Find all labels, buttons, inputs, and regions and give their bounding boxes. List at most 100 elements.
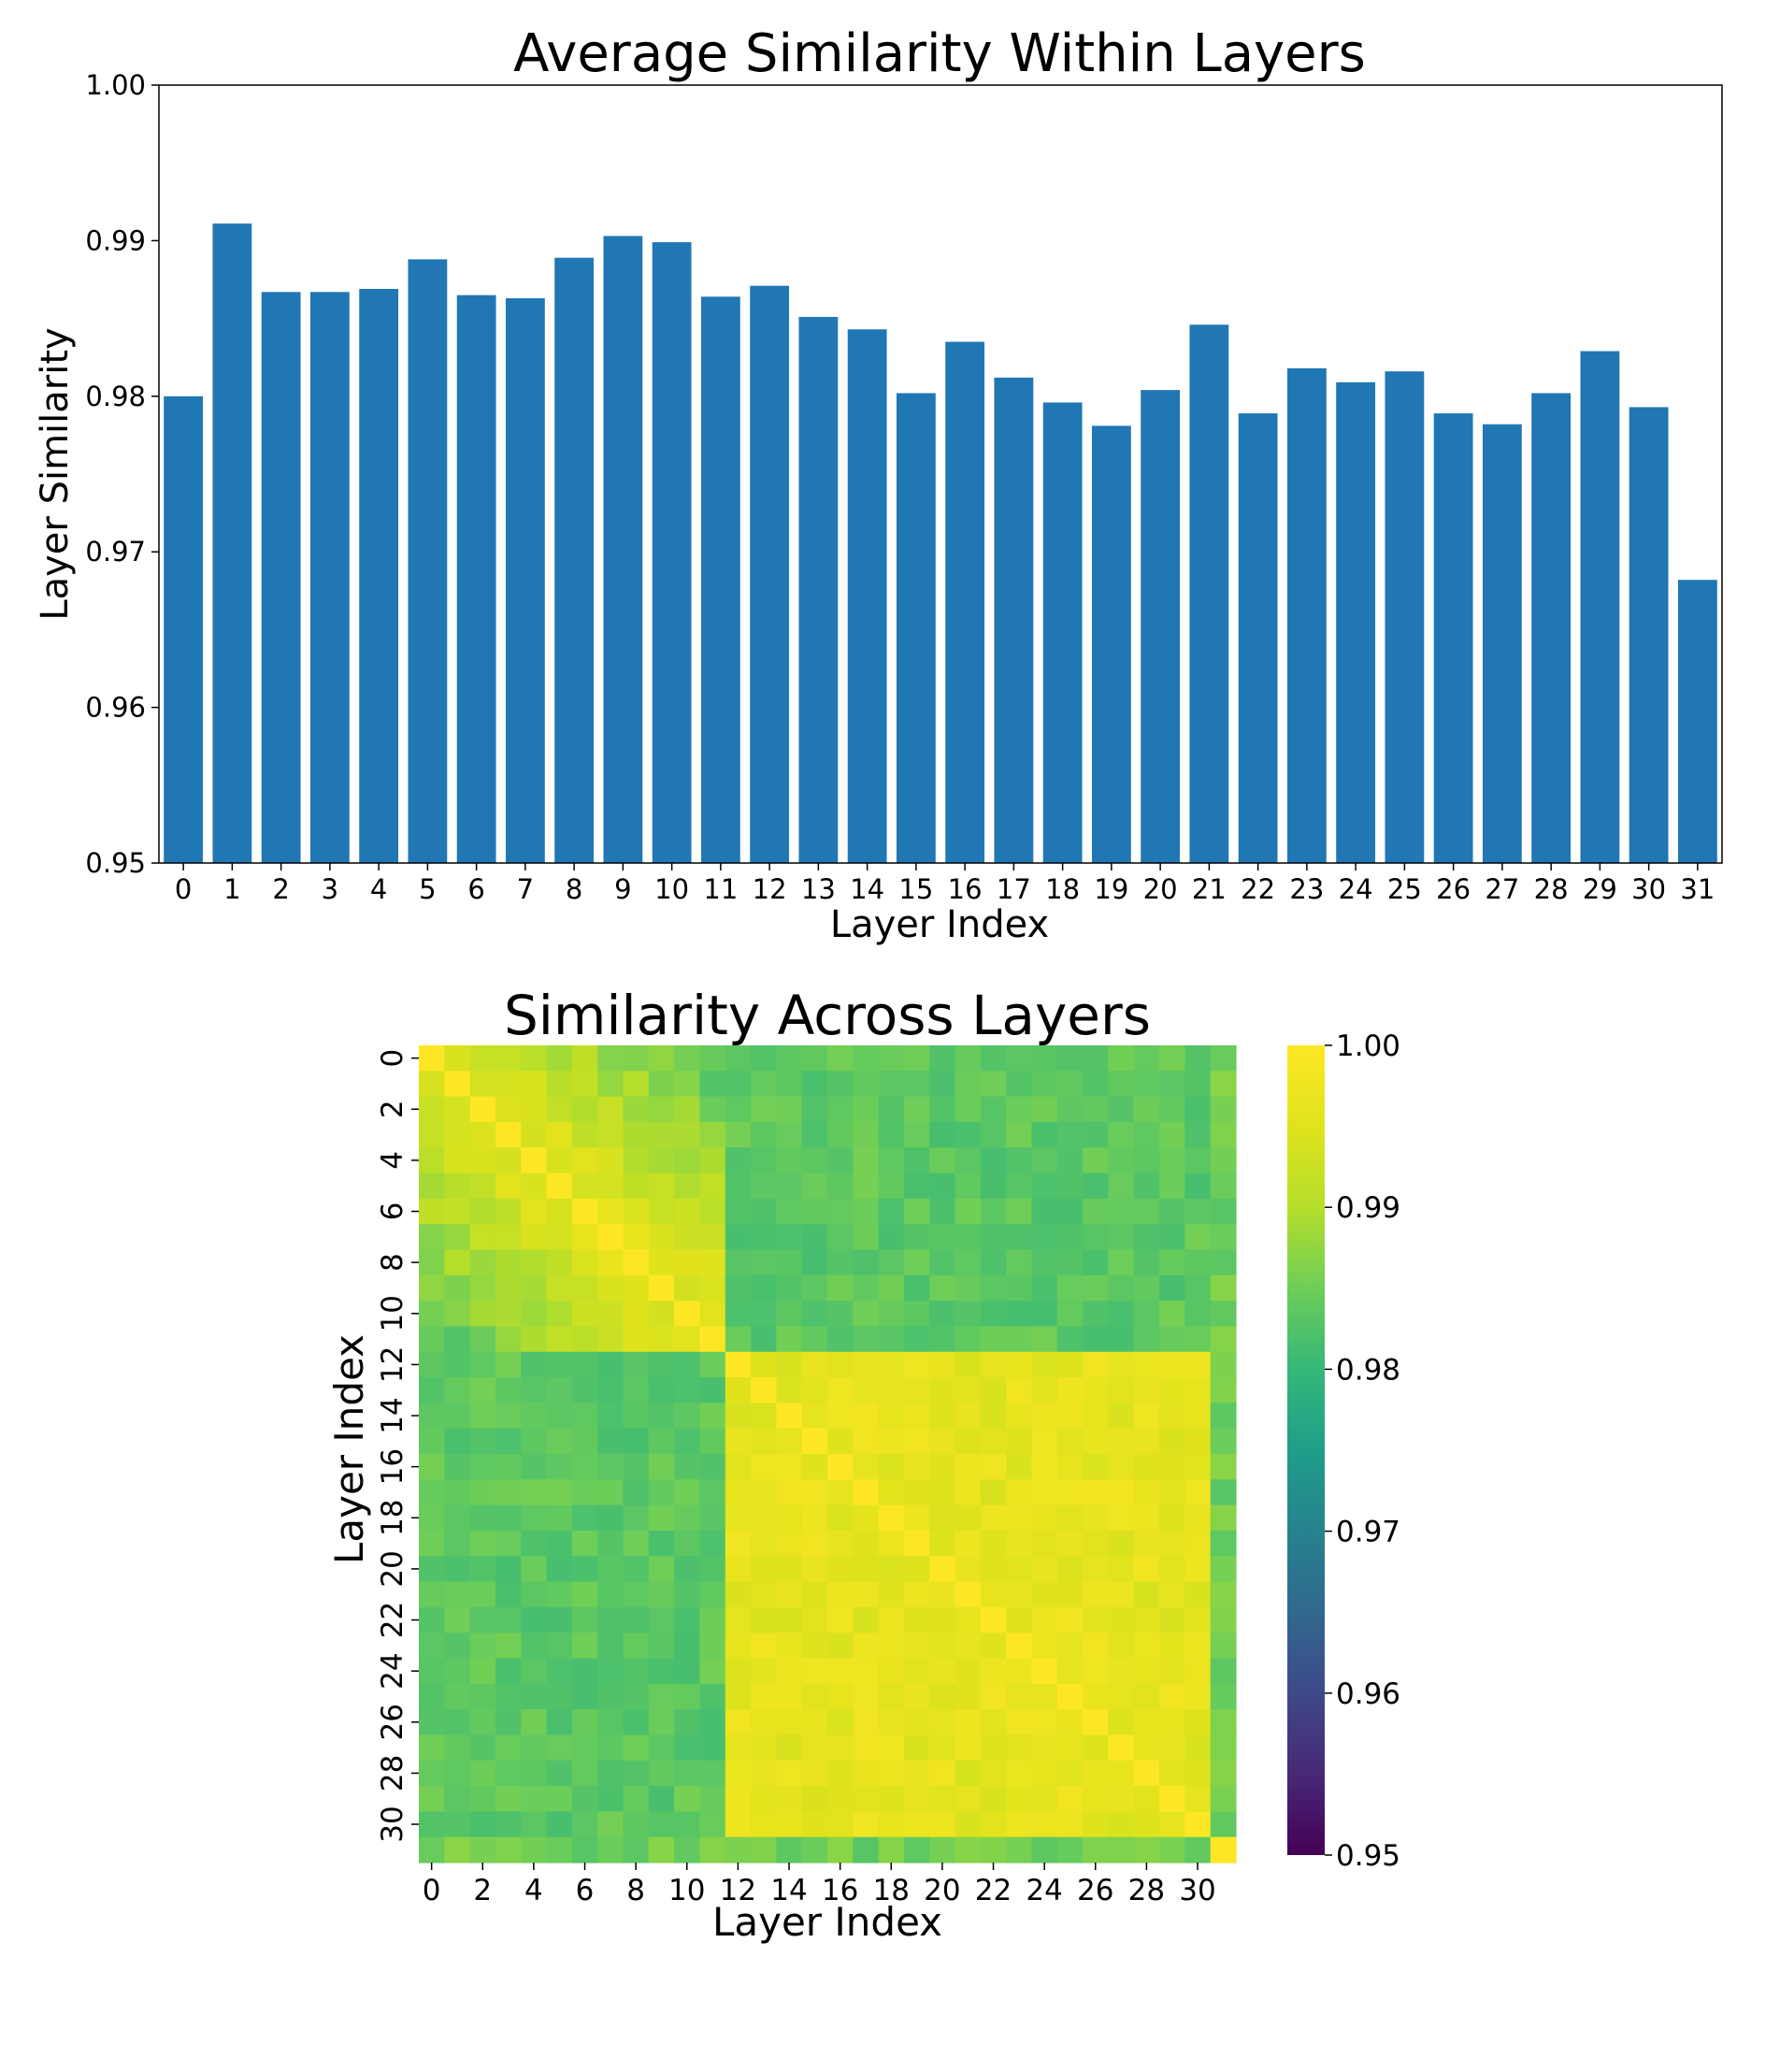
heatmap-cell	[827, 1274, 854, 1302]
heatmap-cell	[776, 1658, 803, 1685]
heatmap-cell	[521, 1556, 548, 1583]
bar-chart-title: Average Similarity Within Layers	[513, 23, 1366, 84]
bar-x-tick-label: 31	[1680, 873, 1715, 905]
heatmap-cell	[699, 1428, 726, 1455]
heatmap-cell	[903, 1683, 930, 1710]
heatmap-cell	[955, 1709, 982, 1736]
heatmap-cell	[674, 1096, 701, 1123]
heatmap-cell	[469, 1530, 496, 1557]
heatmap-cell	[699, 1658, 726, 1685]
bar-y-tick-label: 0.97	[85, 536, 146, 568]
heatmap-cell	[597, 1147, 624, 1174]
heatmap-cell	[1056, 1326, 1084, 1353]
heatmap-cell	[1133, 1504, 1160, 1532]
heatmap-cell	[929, 1326, 956, 1353]
heatmap-cell	[699, 1633, 726, 1660]
heatmap-cell	[1210, 1836, 1237, 1863]
heatmap-y-axis-label: Layer Index	[326, 1334, 372, 1564]
heatmap-cell	[903, 1326, 930, 1353]
heatmap-cell	[1031, 1301, 1058, 1328]
heatmap-cell	[571, 1045, 598, 1072]
heatmap-cell	[1184, 1479, 1212, 1506]
heatmap-cell	[444, 1811, 471, 1838]
heatmap-cell	[648, 1173, 675, 1200]
heatmap-cell	[801, 1071, 828, 1098]
heatmap-cell	[521, 1224, 548, 1251]
colorbar-tick-label: 0.95	[1336, 1839, 1400, 1873]
heatmap-cell	[929, 1734, 956, 1762]
heatmap-cell	[1006, 1351, 1033, 1378]
heatmap-cell	[521, 1377, 548, 1403]
heatmap-cell	[597, 1121, 624, 1148]
heatmap-cell	[980, 1556, 1007, 1583]
heatmap-cell	[980, 1274, 1007, 1302]
heatmap-cell	[648, 1504, 675, 1532]
heatmap-cell	[1210, 1658, 1237, 1685]
heatmap-cell	[1133, 1071, 1160, 1098]
colorbar-tick-label: 1.00	[1336, 1029, 1400, 1063]
bar-20	[1141, 390, 1181, 863]
heatmap-cell	[419, 1633, 445, 1660]
bar-27	[1482, 424, 1522, 863]
heatmap-cell	[751, 1709, 777, 1736]
heatmap-cell	[801, 1173, 828, 1200]
heatmap-cell	[980, 1071, 1007, 1098]
heatmap-cell	[725, 1249, 752, 1276]
heatmap-cell	[444, 1556, 471, 1583]
heatmap-cell	[1006, 1403, 1033, 1430]
bar-11	[700, 296, 740, 863]
bar-y-ticks: 0.95 0.96 0.97 0.98 0.99 1.00	[85, 69, 159, 879]
heatmap-cell	[1006, 1504, 1033, 1532]
heatmap-x-tick-label: 26	[1077, 1874, 1113, 1907]
heatmap-cell	[597, 1479, 624, 1506]
heatmap-cell	[597, 1530, 624, 1557]
heatmap-cell	[469, 1428, 496, 1455]
heatmap-cell	[1133, 1121, 1160, 1148]
heatmap-cell	[776, 1760, 803, 1787]
heatmap-cell	[1210, 1301, 1237, 1328]
heatmap-cell	[955, 1071, 982, 1098]
heatmap-cell	[623, 1377, 650, 1403]
heatmap-cell	[674, 1377, 701, 1403]
heatmap-cell	[929, 1428, 956, 1455]
heatmap-cell	[521, 1836, 548, 1863]
heatmap-cell	[419, 1658, 445, 1685]
heatmap-cell	[444, 1683, 471, 1710]
heatmap-cell	[853, 1173, 880, 1200]
heatmap-cell	[674, 1173, 701, 1200]
heatmap-cell	[955, 1760, 982, 1787]
heatmap-cell	[955, 1224, 982, 1251]
heatmap-cell	[1108, 1326, 1135, 1353]
heatmap-cell	[521, 1581, 548, 1608]
heatmap-cell	[827, 1249, 854, 1276]
heatmap-cell	[597, 1581, 624, 1608]
heatmap-x-tick-label: 12	[720, 1874, 756, 1907]
heatmap-cell	[878, 1606, 905, 1633]
heatmap-cell	[1056, 1734, 1084, 1762]
heatmap-cell	[1083, 1351, 1110, 1378]
heatmap-cell	[1083, 1530, 1110, 1557]
heatmap-cell	[1056, 1811, 1084, 1838]
heatmap-cell	[1083, 1096, 1110, 1123]
bar-x-tick-label: 17	[997, 873, 1031, 905]
bar-10	[652, 242, 692, 863]
heatmap-cell	[546, 1198, 573, 1225]
heatmap-cell	[648, 1734, 675, 1762]
heatmap-cell	[648, 1811, 675, 1838]
heatmap-cell	[853, 1428, 880, 1455]
heatmap-cell	[751, 1045, 777, 1072]
heatmap-cell	[1056, 1377, 1084, 1403]
bar-31	[1677, 580, 1717, 863]
heatmap-x-tick-label: 10	[668, 1874, 705, 1907]
heatmap-cell	[878, 1096, 905, 1123]
heatmap-cell	[1108, 1633, 1135, 1660]
heatmap-y-tick-label: 2	[376, 1100, 409, 1118]
bar-25	[1385, 371, 1425, 863]
heatmap-cell	[648, 1556, 675, 1583]
heatmap-cell	[827, 1734, 854, 1762]
heatmap-cell	[1108, 1504, 1135, 1532]
heatmap-cell	[1006, 1530, 1033, 1557]
heatmap-cell	[623, 1249, 650, 1276]
heatmap-cell	[623, 1096, 650, 1123]
heatmap-cell	[776, 1096, 803, 1123]
